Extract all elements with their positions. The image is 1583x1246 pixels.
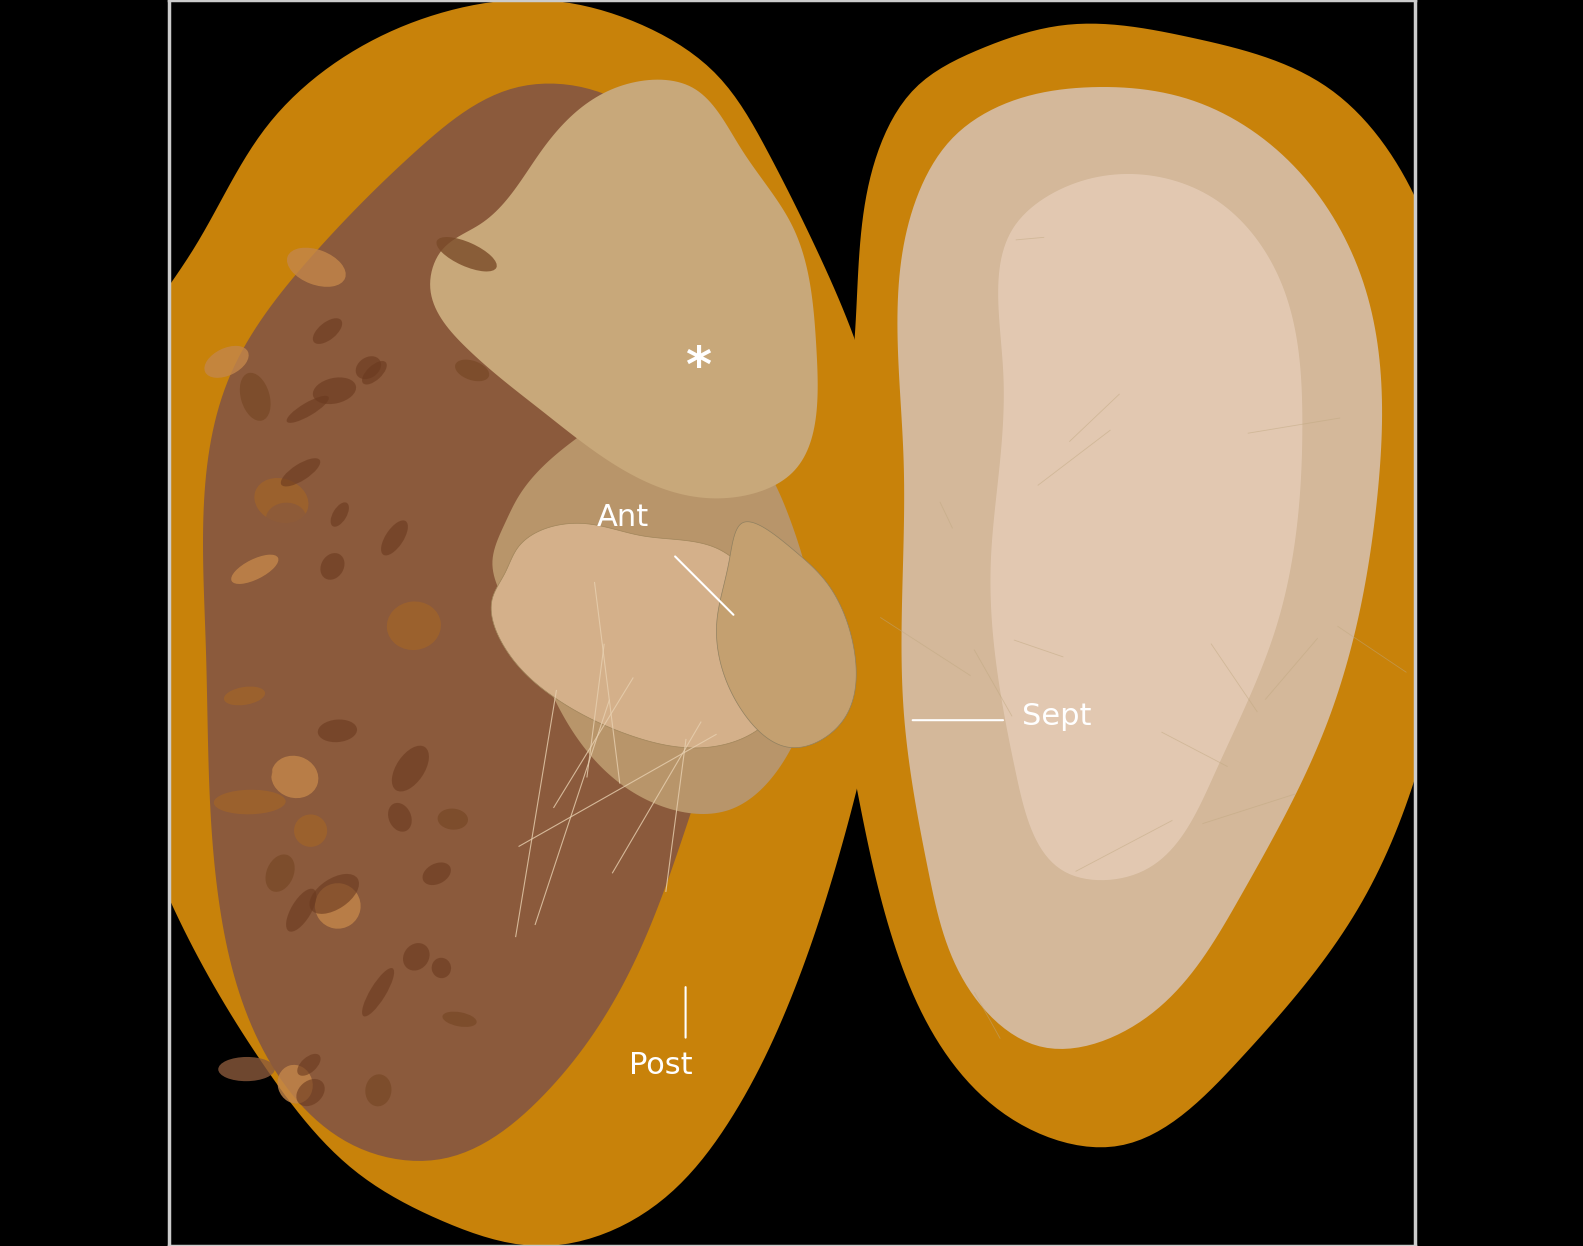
Ellipse shape	[258, 934, 329, 978]
Ellipse shape	[271, 756, 318, 799]
Ellipse shape	[231, 554, 279, 584]
Ellipse shape	[309, 873, 359, 913]
Polygon shape	[898, 87, 1382, 1049]
Ellipse shape	[298, 1054, 321, 1075]
Ellipse shape	[393, 745, 429, 791]
Ellipse shape	[331, 502, 348, 527]
Polygon shape	[717, 522, 856, 748]
Text: Sept: Sept	[1023, 701, 1092, 731]
Ellipse shape	[315, 883, 361, 928]
Ellipse shape	[363, 361, 386, 385]
Ellipse shape	[313, 318, 342, 344]
Ellipse shape	[432, 958, 451, 978]
Ellipse shape	[255, 478, 309, 523]
Text: *: *	[685, 344, 711, 391]
Polygon shape	[492, 399, 817, 814]
Ellipse shape	[218, 1057, 275, 1082]
Ellipse shape	[296, 1079, 325, 1106]
Ellipse shape	[386, 602, 442, 650]
Ellipse shape	[437, 809, 469, 830]
Polygon shape	[991, 174, 1303, 880]
Ellipse shape	[435, 665, 467, 704]
Ellipse shape	[294, 815, 328, 847]
Ellipse shape	[404, 943, 429, 971]
Ellipse shape	[287, 888, 317, 932]
Ellipse shape	[423, 862, 451, 885]
Ellipse shape	[320, 553, 345, 579]
Ellipse shape	[454, 360, 489, 381]
Polygon shape	[491, 523, 792, 748]
Ellipse shape	[318, 719, 358, 743]
Ellipse shape	[363, 968, 394, 1017]
Ellipse shape	[437, 237, 497, 272]
Ellipse shape	[442, 670, 510, 709]
Text: Ant: Ant	[597, 502, 649, 532]
Ellipse shape	[382, 521, 408, 556]
Text: Post: Post	[628, 1050, 692, 1080]
Ellipse shape	[366, 1074, 391, 1106]
Polygon shape	[431, 80, 818, 498]
Ellipse shape	[239, 373, 271, 421]
Ellipse shape	[223, 687, 264, 705]
Ellipse shape	[266, 502, 306, 535]
Ellipse shape	[388, 802, 412, 831]
Ellipse shape	[280, 459, 320, 486]
Ellipse shape	[287, 248, 345, 287]
Ellipse shape	[356, 356, 382, 379]
Ellipse shape	[443, 1012, 476, 1027]
Polygon shape	[203, 83, 766, 1161]
Polygon shape	[829, 24, 1464, 1148]
Polygon shape	[443, 92, 766, 498]
Ellipse shape	[287, 396, 329, 422]
Ellipse shape	[277, 1065, 313, 1104]
Ellipse shape	[214, 754, 272, 792]
Polygon shape	[81, 0, 891, 1246]
Ellipse shape	[222, 761, 253, 806]
Ellipse shape	[214, 790, 285, 815]
Ellipse shape	[266, 855, 294, 892]
Ellipse shape	[313, 378, 356, 404]
Ellipse shape	[204, 346, 249, 378]
